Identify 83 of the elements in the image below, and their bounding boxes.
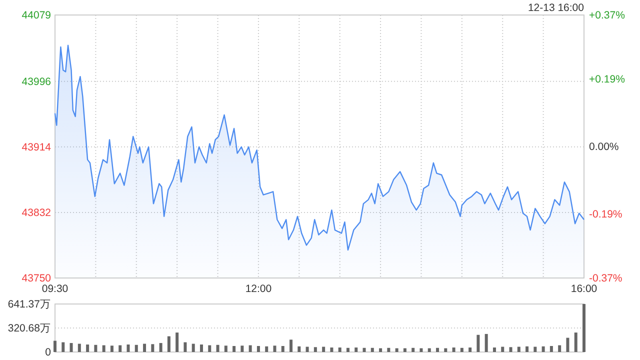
bar xyxy=(452,348,456,352)
y2-tick-label: +0.37% xyxy=(589,10,625,22)
bar xyxy=(62,342,65,352)
bar xyxy=(184,342,187,352)
y2-tick-label: -0.19% xyxy=(589,208,622,221)
y-tick-label: 0 xyxy=(45,346,52,359)
bar xyxy=(118,345,122,352)
bar xyxy=(322,346,326,352)
bar xyxy=(362,348,366,352)
bar xyxy=(281,346,284,352)
bar xyxy=(54,340,56,352)
bar xyxy=(224,346,228,352)
bar xyxy=(159,343,162,352)
bar xyxy=(501,346,504,352)
bar xyxy=(346,348,350,352)
x-tick-label: 16:00 xyxy=(570,283,598,295)
bar xyxy=(248,345,252,352)
bar xyxy=(200,344,203,352)
bar xyxy=(208,345,212,352)
bar xyxy=(395,348,398,352)
bar xyxy=(126,344,130,352)
bar xyxy=(468,348,472,352)
bar xyxy=(167,336,170,352)
bar xyxy=(102,345,106,352)
bar xyxy=(290,340,293,352)
bar xyxy=(240,346,244,352)
y-tick-label: 43832 xyxy=(22,207,52,220)
bar xyxy=(550,346,553,352)
bar xyxy=(420,348,423,352)
text: 12-13 16:00 xyxy=(528,2,584,14)
bar xyxy=(412,348,415,352)
bar xyxy=(582,304,586,352)
bar xyxy=(176,332,179,352)
bar xyxy=(558,345,562,352)
y-tick-label: 641.37万 xyxy=(8,298,51,311)
bar xyxy=(86,344,90,352)
bar xyxy=(306,346,309,352)
y2-tick-label: 0.00% xyxy=(589,141,619,154)
bar xyxy=(574,332,578,352)
bar xyxy=(509,347,512,352)
bar xyxy=(216,344,220,352)
bar xyxy=(428,348,431,352)
bar xyxy=(151,344,154,352)
bar xyxy=(314,347,317,352)
bar xyxy=(143,344,146,352)
bar xyxy=(134,344,138,352)
bar xyxy=(484,334,488,352)
bar xyxy=(460,348,464,352)
y-tick-label: 43750 xyxy=(22,272,52,285)
bar xyxy=(232,346,236,352)
bar xyxy=(534,346,537,352)
bar xyxy=(403,348,406,352)
bar xyxy=(476,334,480,352)
y2-tick-label: +0.19% xyxy=(589,74,625,86)
bar xyxy=(526,346,529,352)
bar xyxy=(387,348,390,352)
bar xyxy=(256,346,260,352)
bar xyxy=(265,346,268,352)
bar xyxy=(110,346,114,352)
bar xyxy=(94,344,98,352)
bar xyxy=(379,348,382,352)
bar xyxy=(338,348,342,352)
y-tick-label: 44079 xyxy=(22,10,52,22)
y2-tick-label: -0.37% xyxy=(589,272,622,285)
y-tick-label: 320.68万 xyxy=(8,322,51,335)
bar xyxy=(273,346,276,352)
bar xyxy=(566,338,570,352)
y-tick-label: 43914 xyxy=(22,142,52,154)
bar xyxy=(70,343,73,352)
bar xyxy=(330,348,334,352)
bar xyxy=(517,346,520,352)
x-tick-label: 09:30 xyxy=(42,283,68,295)
bar xyxy=(192,344,195,352)
bar xyxy=(354,348,358,352)
bar xyxy=(542,346,545,352)
bar xyxy=(78,344,81,352)
x-tick-label: 12:00 xyxy=(245,283,272,295)
bar xyxy=(436,348,440,352)
bar xyxy=(370,348,374,352)
bar xyxy=(298,346,301,352)
y-tick-label: 43996 xyxy=(22,76,52,88)
bar xyxy=(444,348,448,352)
bar xyxy=(492,348,496,352)
